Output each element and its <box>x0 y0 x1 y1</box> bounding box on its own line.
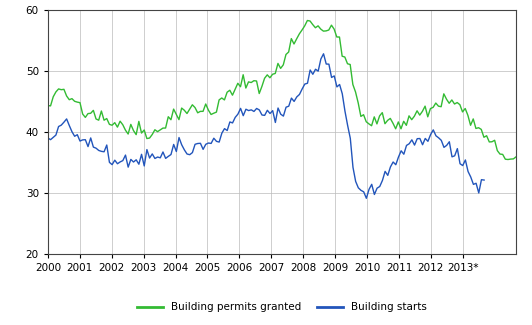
Legend: Building permits granted, Building starts: Building permits granted, Building start… <box>132 298 431 317</box>
